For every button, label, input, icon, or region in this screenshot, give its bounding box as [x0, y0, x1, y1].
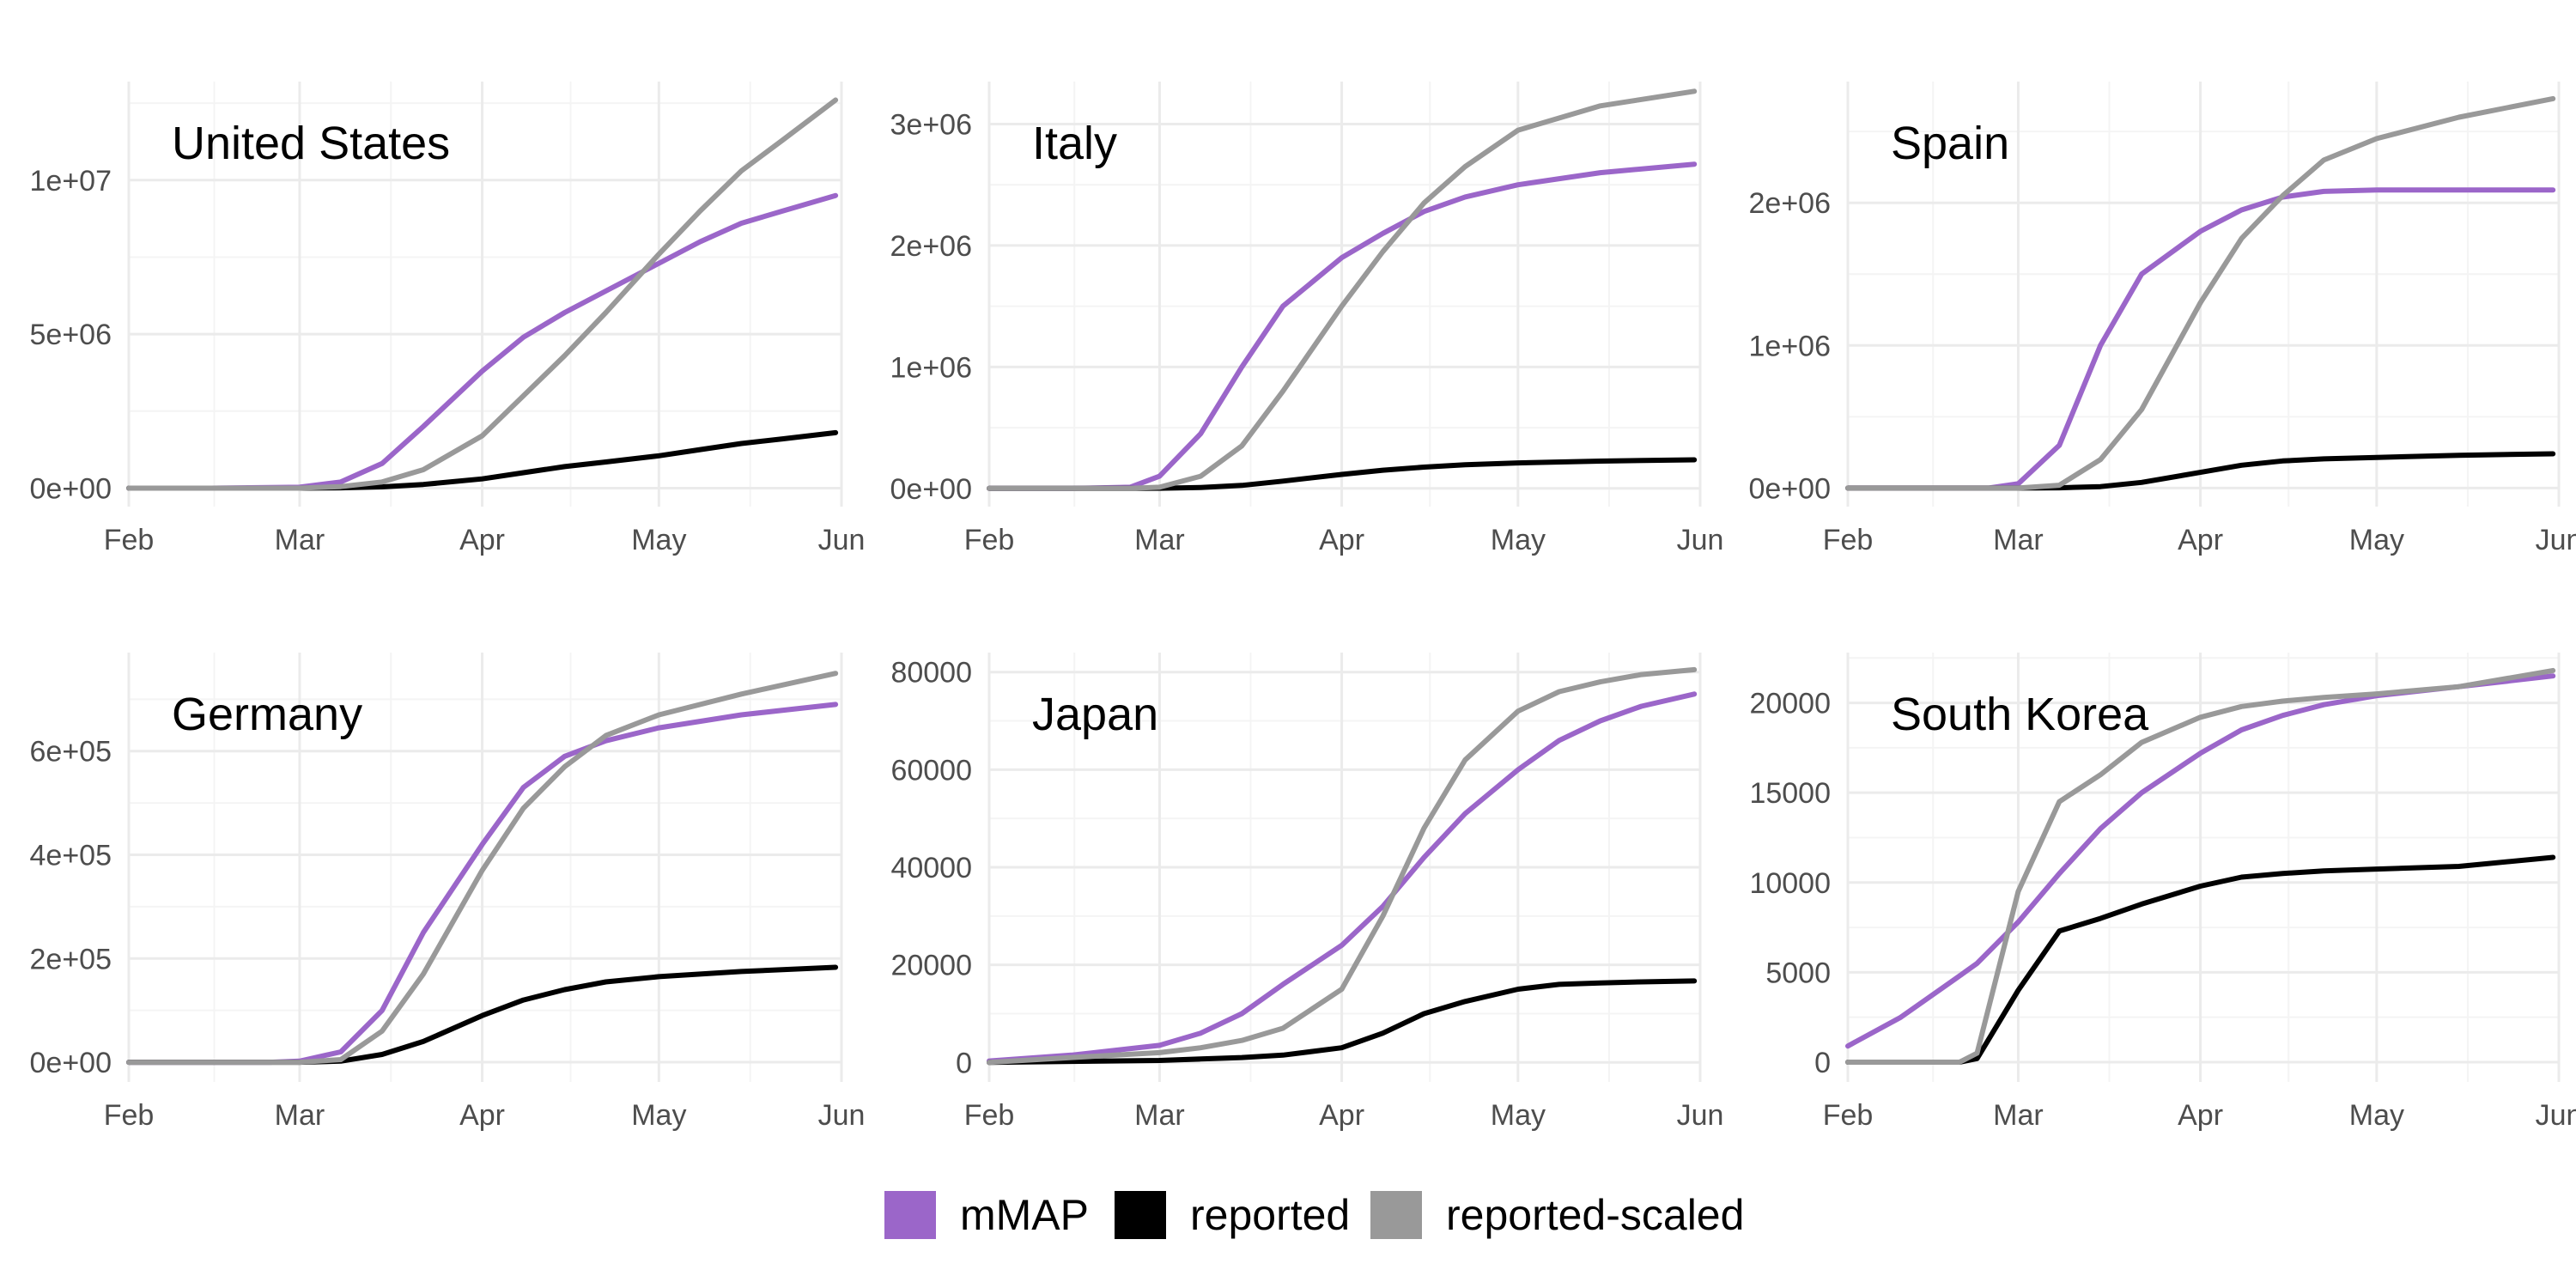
x-tick-label: Mar — [275, 524, 325, 556]
x-tick-label: Jun — [1677, 1099, 1724, 1132]
panel-title: Spain — [1891, 118, 2009, 169]
x-tick-label: May — [631, 1099, 686, 1132]
y-tick-label: 60000 — [890, 754, 972, 787]
y-tick-label: 20000 — [1749, 688, 1831, 720]
series-line-reported-scaled — [126, 671, 839, 1066]
y-tick-label: 0 — [956, 1047, 972, 1079]
y-tick-label: 0 — [1814, 1047, 1831, 1079]
y-tick-label: 3e+06 — [890, 109, 973, 142]
x-tick-label: May — [2349, 1099, 2404, 1132]
x-tick-label: Mar — [275, 1099, 325, 1132]
panel-title: Italy — [1032, 118, 1117, 169]
x-tick-label: Mar — [1993, 1099, 2044, 1132]
y-tick-label: 1e+06 — [1749, 330, 1832, 362]
legend-swatch — [1370, 1191, 1422, 1239]
y-tick-label: 0e+00 — [890, 473, 973, 506]
x-tick-label: Mar — [1134, 1099, 1185, 1132]
panel-title: Japan — [1032, 689, 1158, 740]
y-tick-label: 1e+07 — [30, 165, 112, 197]
x-tick-label: Jun — [2536, 1099, 2576, 1132]
panel-japan: Feb Mar Apr May Jun 0 20000 40000 60000 80000 Japa… — [890, 653, 1723, 1132]
series-line-reported — [987, 978, 1698, 1066]
x-tick-label: Feb — [964, 1099, 1015, 1132]
y-tick-label: 2e+06 — [890, 230, 973, 263]
x-tick-label: Feb — [1823, 1099, 1874, 1132]
series-line-mMAP — [1845, 187, 2556, 491]
x-tick-label: Apr — [459, 524, 505, 556]
legend-swatch — [1115, 1191, 1166, 1239]
y-tick-label: 20000 — [890, 950, 972, 982]
series-line-reported-scaled — [987, 666, 1698, 1066]
y-tick-label: 40000 — [890, 852, 972, 884]
series-line-mMAP — [1845, 673, 2556, 1049]
x-tick-label: May — [1491, 524, 1546, 556]
legend-swatch — [884, 1191, 936, 1239]
series-line-reported-scaled — [126, 97, 839, 491]
panel-title: Germany — [172, 689, 362, 740]
x-tick-label: May — [2349, 524, 2404, 556]
legend-label: reported — [1190, 1191, 1350, 1239]
y-tick-label: 4e+05 — [30, 840, 112, 872]
y-tick-label: 5000 — [1765, 957, 1831, 989]
x-tick-label: Apr — [459, 1099, 505, 1132]
series-line-reported-scaled — [1845, 95, 2556, 491]
panel-south-korea: Feb Mar Apr May Jun 0 5000 10000 15000 20000 South… — [1749, 653, 2576, 1132]
legend-item-mMAP: mMAP — [884, 1191, 1089, 1239]
x-tick-label: Feb — [104, 1099, 155, 1132]
y-tick-label: 0e+00 — [30, 1047, 112, 1079]
series-line-reported-scaled — [987, 88, 1698, 491]
y-tick-label: 1e+06 — [890, 351, 973, 384]
panel-italy: Feb Mar Apr May Jun 0e+00 1e+06 2e+06 3e+06 Italy — [890, 82, 1724, 556]
panel-spain: Feb Mar Apr May Jun 0e+00 1e+06 2e+06 Spain — [1749, 82, 2576, 556]
y-tick-label: 5e+06 — [30, 319, 112, 351]
legend-item-reported: reported — [1115, 1191, 1350, 1239]
x-tick-label: Apr — [2178, 1099, 2223, 1132]
legend: mMAP reported reported-scaled — [884, 1191, 1744, 1239]
panel-title: United States — [172, 118, 450, 169]
series-line-reported-scaled — [1845, 667, 2556, 1065]
panels: Feb Mar Apr May Jun 0e+00 5e+06 1e+07 United Sta… — [30, 82, 2576, 1132]
y-tick-label: 6e+05 — [30, 736, 112, 769]
x-tick-label: May — [1491, 1099, 1546, 1132]
x-tick-label: Jun — [818, 1099, 866, 1132]
y-tick-label: 10000 — [1749, 867, 1831, 900]
x-tick-label: Feb — [104, 524, 155, 556]
legend-label: reported-scaled — [1446, 1191, 1744, 1239]
x-tick-label: Apr — [2178, 524, 2223, 556]
legend-item-reported-scaled: reported-scaled — [1370, 1191, 1744, 1239]
series-line-mMAP — [987, 161, 1698, 491]
x-tick-label: Apr — [1319, 1099, 1364, 1132]
series-line-mMAP — [987, 691, 1698, 1064]
y-tick-label: 15000 — [1749, 777, 1831, 810]
y-tick-label: 2e+05 — [30, 943, 112, 975]
y-tick-label: 80000 — [890, 657, 972, 690]
x-tick-label: Mar — [1134, 524, 1185, 556]
x-tick-label: Feb — [964, 524, 1015, 556]
panel-title: South Korea — [1891, 689, 2149, 740]
x-tick-label: Jun — [818, 524, 866, 556]
x-tick-label: May — [631, 524, 686, 556]
y-tick-label: 0e+00 — [30, 472, 112, 505]
x-tick-label: Mar — [1993, 524, 2044, 556]
y-tick-label: 0e+00 — [1749, 472, 1832, 505]
x-tick-label: Jun — [2536, 524, 2576, 556]
legend-label: mMAP — [960, 1191, 1089, 1239]
y-tick-label: 2e+06 — [1749, 187, 1832, 220]
panel-germany: Feb Mar Apr May Jun 0e+00 2e+05 4e+05 6e+05 Germa… — [30, 653, 866, 1132]
x-tick-label: Feb — [1823, 524, 1874, 556]
panel-united-states: Feb Mar Apr May Jun 0e+00 5e+06 1e+07 United Sta… — [30, 82, 866, 556]
x-tick-label: Jun — [1677, 524, 1724, 556]
x-tick-label: Apr — [1319, 524, 1364, 556]
